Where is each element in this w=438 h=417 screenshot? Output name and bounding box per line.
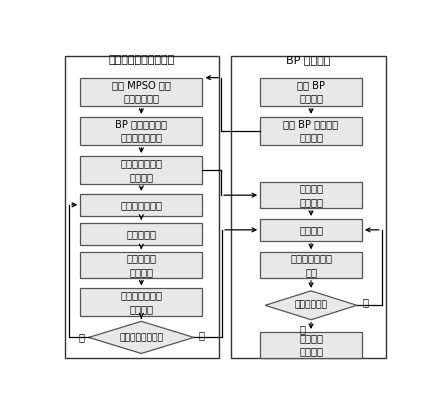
Text: 满足结束条件: 满足结束条件: [294, 301, 328, 310]
Text: 是: 是: [300, 324, 306, 334]
Text: 速度和位置更新: 速度和位置更新: [120, 200, 162, 210]
Text: 改进的粒子群算法部分: 改进的粒子群算法部分: [109, 55, 175, 65]
FancyBboxPatch shape: [80, 289, 202, 316]
Text: 寻找个体极值和
群体极值: 寻找个体极值和 群体极值: [120, 158, 162, 182]
FancyBboxPatch shape: [260, 117, 362, 145]
Text: 误差计算: 误差计算: [299, 225, 323, 235]
FancyBboxPatch shape: [260, 332, 362, 358]
Text: 仿真预测
得到结果: 仿真预测 得到结果: [299, 333, 323, 357]
Text: 确定 BP
网络结构: 确定 BP 网络结构: [297, 80, 325, 103]
Text: 设置 MPSO 参数
并初始化种群: 设置 MPSO 参数 并初始化种群: [112, 80, 171, 103]
Text: 是否满足终止条件: 是否满足终止条件: [119, 333, 163, 342]
FancyBboxPatch shape: [80, 223, 202, 245]
Text: BP 网络测试的误
差作为适应度值: BP 网络测试的误 差作为适应度值: [115, 119, 167, 143]
Text: 是: 是: [198, 330, 205, 340]
Text: 否: 否: [78, 332, 84, 342]
FancyBboxPatch shape: [80, 117, 202, 145]
Polygon shape: [265, 291, 357, 320]
Text: 网络权值和阈值
更新: 网络权值和阈值 更新: [290, 254, 332, 277]
FancyBboxPatch shape: [260, 78, 362, 106]
Text: 自适应变异: 自适应变异: [126, 229, 156, 239]
Text: 获取最优
权值阈值: 获取最优 权值阈值: [299, 183, 323, 207]
Text: 更新个体极值和
群体极值: 更新个体极值和 群体极值: [120, 291, 162, 314]
Text: 计算新粒子
适应度值: 计算新粒子 适应度值: [126, 254, 156, 277]
Text: 计算 BP 网络权值
阈值长度: 计算 BP 网络权值 阈值长度: [283, 119, 339, 143]
FancyBboxPatch shape: [260, 182, 362, 208]
Polygon shape: [88, 322, 194, 354]
FancyBboxPatch shape: [260, 219, 362, 241]
FancyBboxPatch shape: [260, 252, 362, 278]
Text: BP 网络部分: BP 网络部分: [286, 55, 331, 65]
FancyBboxPatch shape: [80, 252, 202, 278]
FancyBboxPatch shape: [80, 78, 202, 106]
FancyBboxPatch shape: [80, 194, 202, 216]
Text: 否: 否: [362, 297, 368, 307]
FancyBboxPatch shape: [80, 156, 202, 184]
